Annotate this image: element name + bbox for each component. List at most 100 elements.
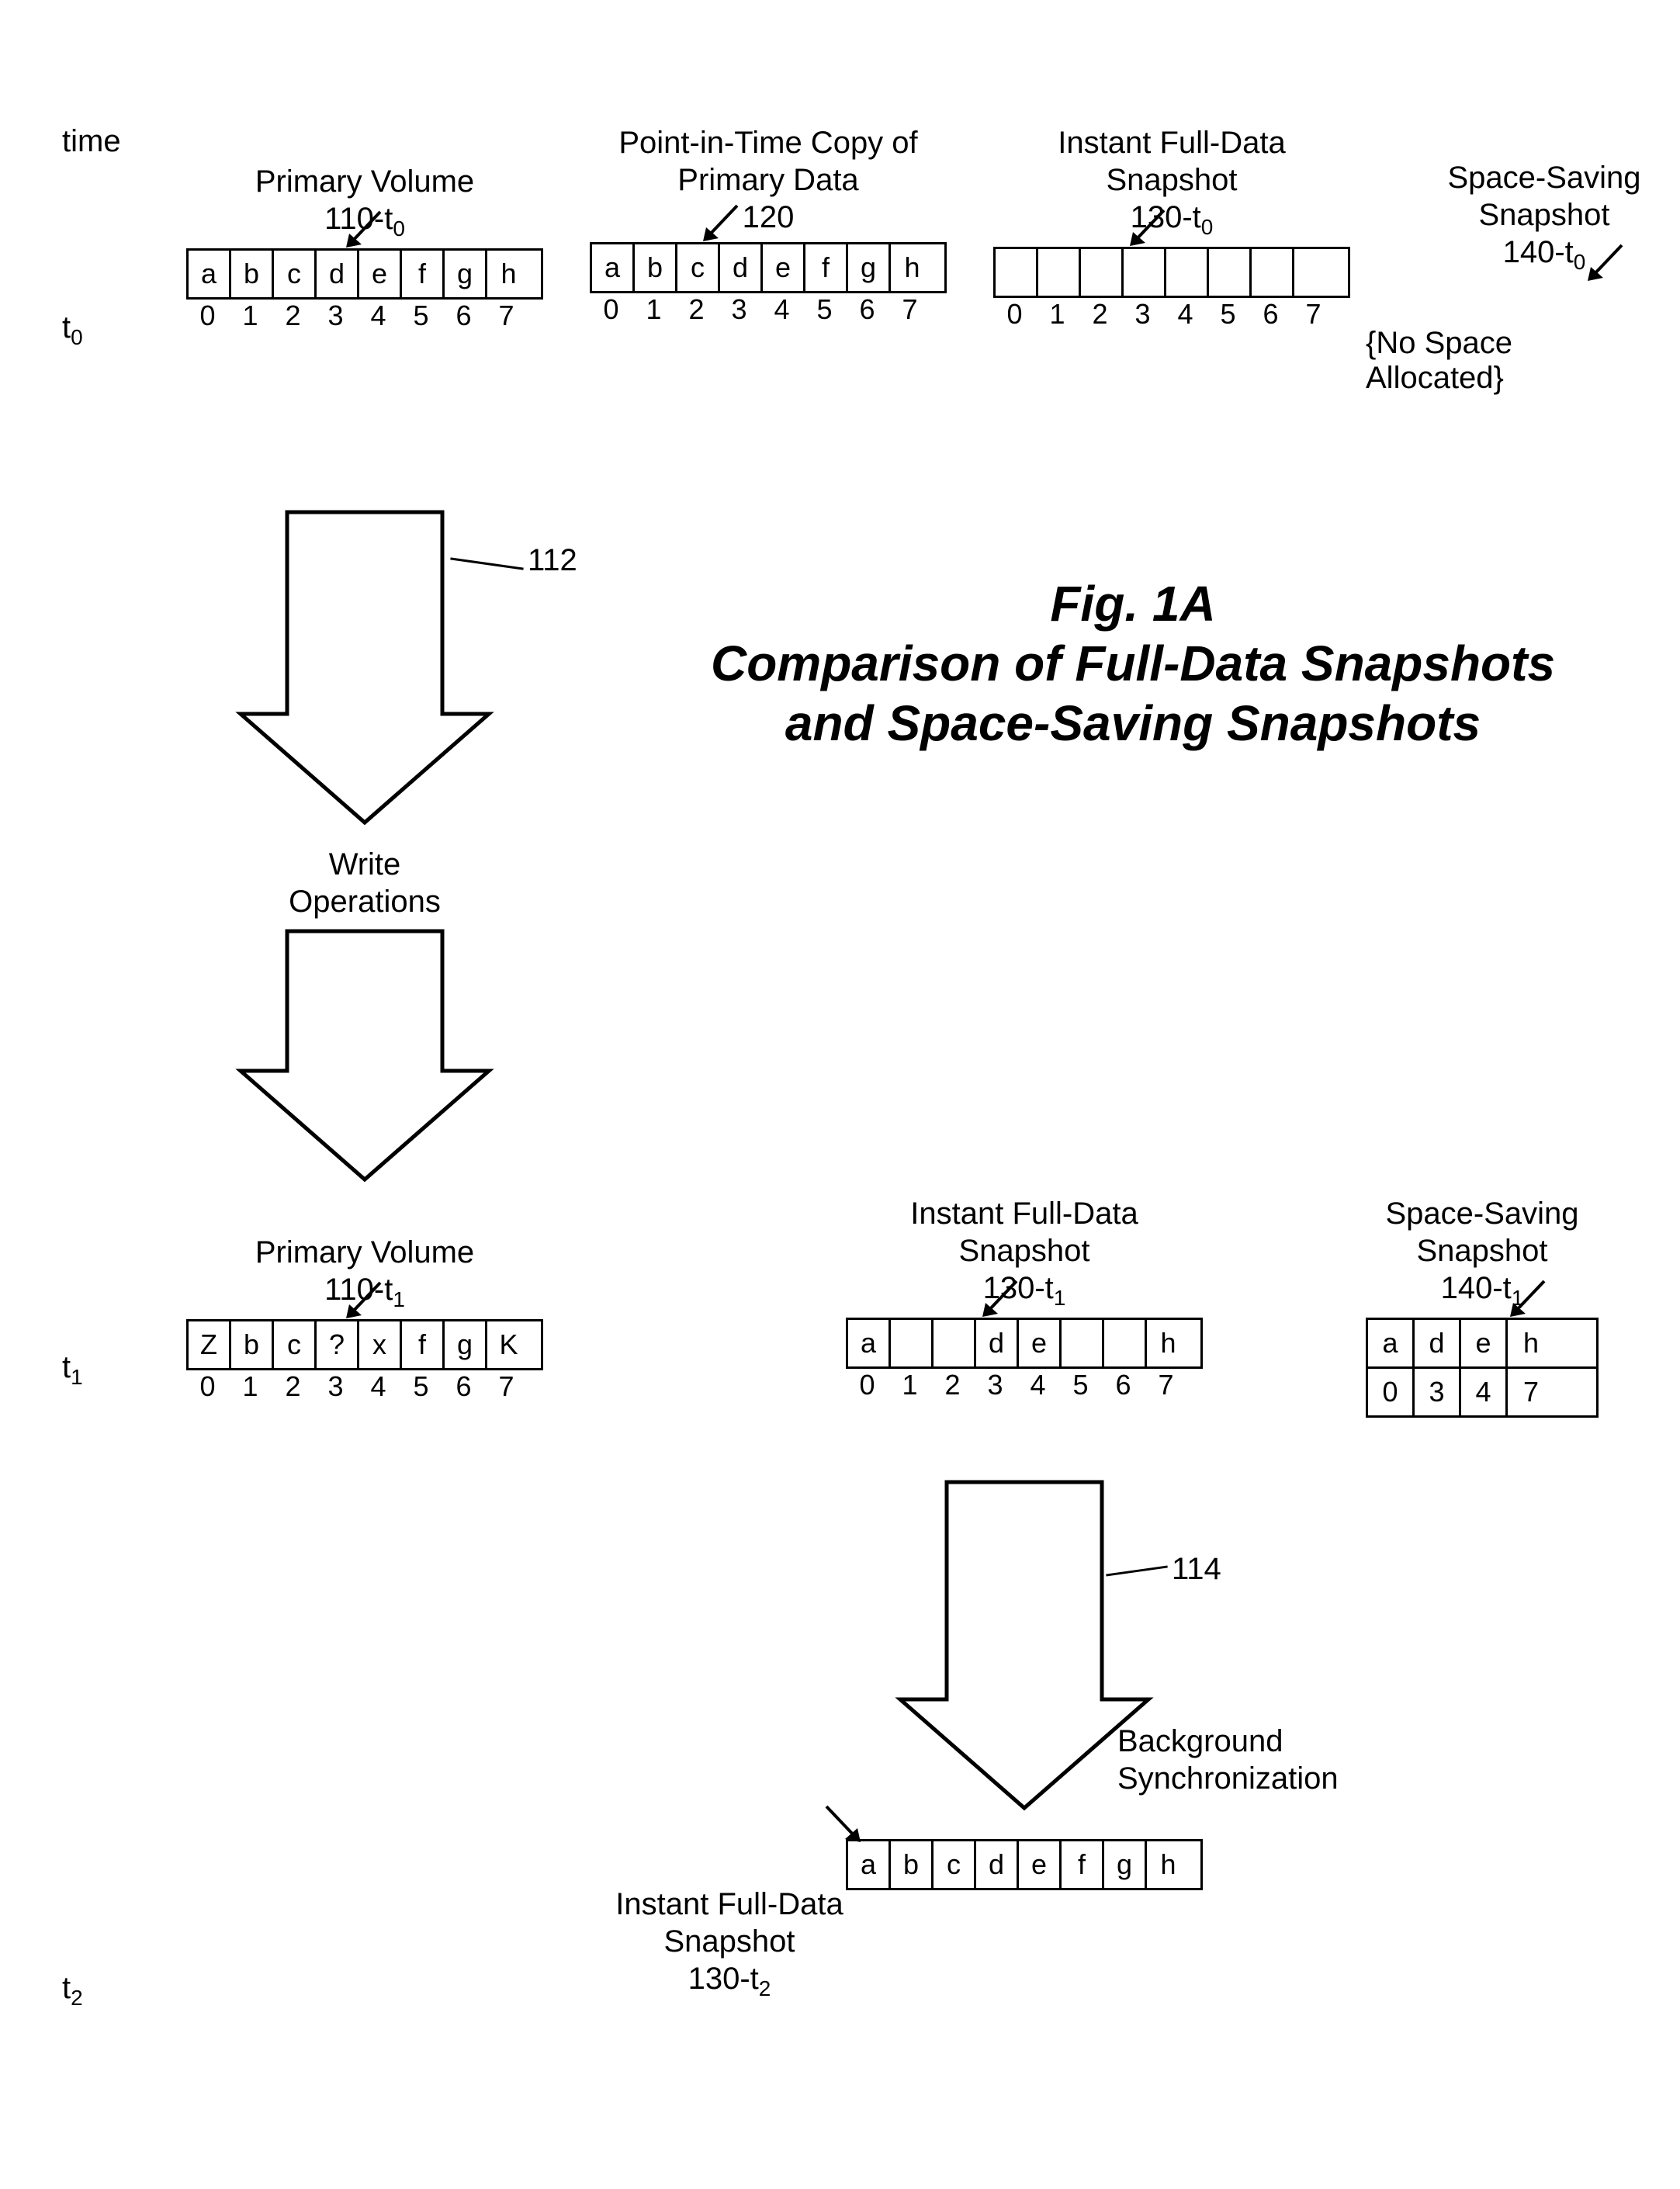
cell: ?: [317, 1321, 359, 1368]
write-arrow-label: Write Operations: [279, 846, 450, 920]
index-label: 7: [485, 300, 528, 332]
index-label: 1: [888, 1369, 931, 1401]
pit-copy: Point-in-Time Copy of Primary Data 120 a…: [590, 124, 947, 326]
index-label: 1: [229, 1370, 272, 1403]
cell: [1209, 249, 1252, 296]
index-label: 6: [442, 300, 485, 332]
index-label: 3: [1121, 298, 1164, 331]
index-label: 6: [846, 293, 888, 326]
index-label: 0: [186, 1370, 229, 1403]
spacesave-t1-cells: adeh: [1366, 1318, 1599, 1369]
bg-arrow-label: Background Synchronization: [1117, 1723, 1366, 1797]
fulldata-t0: Instant Full-Data Snapshot 130-t0 012345…: [993, 124, 1350, 331]
index-label: 2: [272, 300, 314, 332]
index-label: 3: [314, 300, 357, 332]
no-space-allocated: {No Space Allocated}: [1366, 326, 1649, 396]
cell: a: [592, 244, 635, 291]
cell: [1081, 249, 1124, 296]
primary-t1-cells: Zbc?xfgK: [186, 1319, 543, 1370]
cell: g: [445, 1321, 487, 1368]
cell: b: [891, 1841, 934, 1888]
time-t2: t2: [62, 1971, 83, 2011]
index-label: 6: [1249, 298, 1292, 331]
primary-t1-idx: 01234567: [186, 1370, 543, 1403]
fulldata-t2-label: Instant Full-Data Snapshot 130-t2: [605, 1886, 854, 2002]
pointer-arrow-icon: [819, 1800, 865, 1847]
index-label: 5: [400, 1370, 442, 1403]
cell: h: [1147, 1841, 1190, 1888]
index-label: 5: [803, 293, 846, 326]
cell: c: [677, 244, 720, 291]
cell: K: [487, 1321, 530, 1368]
spacesave-t1-idxcells: 0347: [1366, 1369, 1599, 1418]
cell: f: [1062, 1841, 1104, 1888]
fulldata-t1-idx: 01234567: [846, 1369, 1203, 1401]
index-label: 0: [846, 1369, 888, 1401]
index-label: 4: [760, 293, 803, 326]
primary-volume-t0: Primary Volume 110-t0 abcdefgh 01234567: [186, 163, 543, 332]
index-label: 7: [888, 293, 931, 326]
pointer-arrow-icon: [341, 1276, 388, 1323]
cell: g: [445, 251, 487, 297]
cell: g: [1104, 1841, 1147, 1888]
cell: c: [274, 251, 317, 297]
index-label: 6: [442, 1370, 485, 1403]
pointer-arrow-icon: [1505, 1275, 1552, 1321]
index-label: 0: [590, 293, 632, 326]
cell: a: [848, 1320, 891, 1366]
primary-volume-t1: Primary Volume 110-t1 Zbc?xfgK 01234567: [186, 1234, 543, 1403]
diagram-root: time t0 t1 t2 Primary Volume 110-t0 abcd…: [31, 31, 1649, 2158]
primary-t0-cells: abcdefgh: [186, 248, 543, 300]
cell: d: [720, 244, 763, 291]
cell: [1038, 249, 1081, 296]
fulldata-t0-label: Instant Full-Data Snapshot 130-t0: [993, 124, 1350, 241]
index-label: 3: [974, 1369, 1017, 1401]
time-header: time: [62, 124, 121, 159]
cell: x: [359, 1321, 402, 1368]
cell: a: [848, 1841, 891, 1888]
index-label: 4: [357, 300, 400, 332]
index-label: 3: [718, 293, 760, 326]
primary-t0-idx: 01234567: [186, 300, 543, 332]
cell: [891, 1320, 934, 1366]
time-t0: t0: [62, 310, 83, 350]
cell: h: [891, 244, 934, 291]
cell: 7: [1508, 1369, 1554, 1415]
cell: [996, 249, 1038, 296]
cell: [1062, 1320, 1104, 1366]
index-label: 0: [186, 300, 229, 332]
index-label: 5: [1207, 298, 1249, 331]
index-label: 7: [1145, 1369, 1187, 1401]
index-label: 2: [1079, 298, 1121, 331]
fulldata-t2-cells: abcdefgh: [846, 1839, 1203, 1890]
index-label: 1: [632, 293, 675, 326]
index-label: 2: [675, 293, 718, 326]
cell: 3: [1415, 1369, 1461, 1415]
pointer-arrow-icon: [1583, 239, 1630, 286]
write-arrow-ref: 112: [528, 543, 577, 578]
cell: [934, 1320, 976, 1366]
bg-arrow-ref: 114: [1172, 1552, 1221, 1587]
pit-copy-idx: 01234567: [590, 293, 947, 326]
cell: [1124, 249, 1166, 296]
cell: b: [231, 251, 274, 297]
cell: f: [402, 1321, 445, 1368]
index-label: 1: [229, 300, 272, 332]
cell: e: [359, 251, 402, 297]
cell: h: [1147, 1320, 1190, 1366]
cell: c: [274, 1321, 317, 1368]
figure-title-line3: and Space-Saving Snapshots: [667, 694, 1599, 753]
index-label: 2: [931, 1369, 974, 1401]
pit-copy-cells: abcdefgh: [590, 242, 947, 293]
index-label: 4: [1017, 1369, 1059, 1401]
cell: f: [402, 251, 445, 297]
index-label: 3: [314, 1370, 357, 1403]
spacesave-t1-label: Space-Saving Snapshot 140-t1: [1366, 1195, 1599, 1311]
cell: e: [1461, 1320, 1508, 1366]
cell: b: [635, 244, 677, 291]
index-label: 5: [1059, 1369, 1102, 1401]
cell: [1294, 249, 1337, 296]
cell: h: [487, 251, 530, 297]
index-label: 7: [485, 1370, 528, 1403]
index-label: 4: [1164, 298, 1207, 331]
